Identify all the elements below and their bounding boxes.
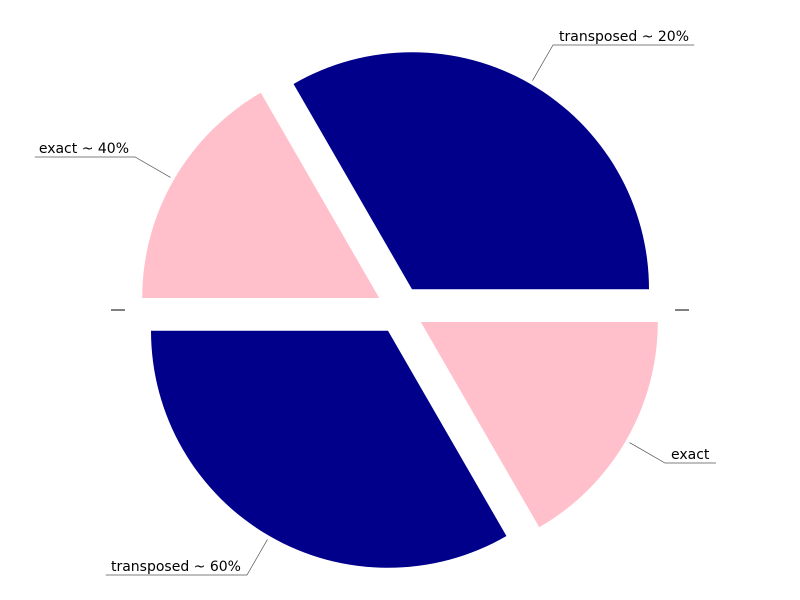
pie-slice (150, 330, 507, 568)
pie-slice-group: exact (420, 322, 716, 528)
pie-slice-group: transposed ~ 20% (293, 29, 695, 290)
slice-label: exact (671, 447, 710, 463)
pie-slice (420, 322, 658, 528)
label-leader-line (532, 44, 695, 81)
label-leader-line (34, 156, 171, 178)
label-leader-line (629, 442, 716, 464)
slice-label: exact ~ 40% (39, 141, 129, 157)
slice-label: transposed ~ 60% (111, 559, 241, 575)
pie-slice (293, 52, 650, 290)
label-leader-line (105, 539, 268, 576)
pie-slice (142, 92, 380, 298)
pie-slice-group: transposed ~ 60% (105, 330, 507, 576)
slice-label: transposed ~ 20% (559, 29, 689, 45)
pie-slice-group: exact ~ 40% (34, 92, 380, 298)
